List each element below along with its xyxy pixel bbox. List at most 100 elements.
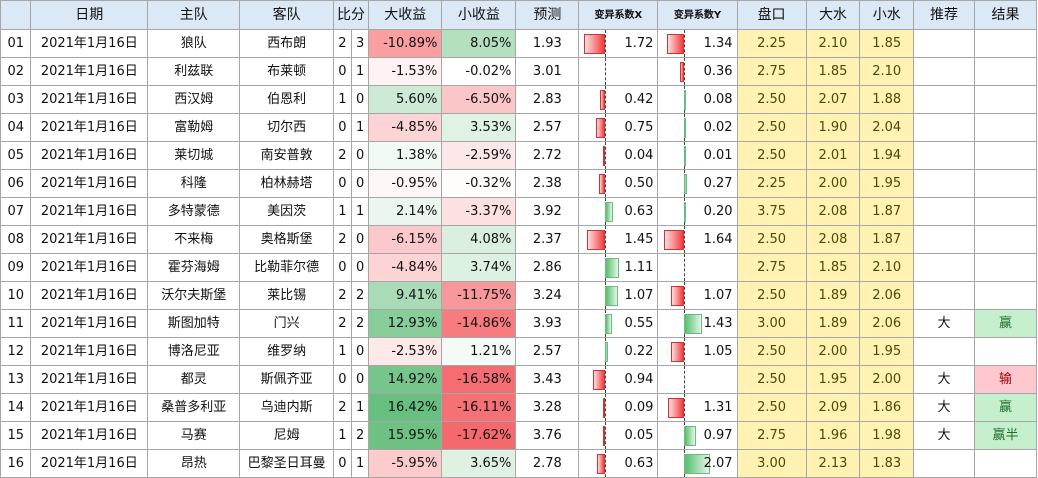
small-return: 3.74% (441, 253, 517, 282)
score-home: 0 (332, 57, 353, 86)
table-row[interactable]: 10 2021年1月16日 沃尔夫斯堡 莱比锡 2 2 9.41% -11.75% 3.24 1.… (0, 281, 1038, 310)
col-result-header[interactable]: 结果 (973, 0, 1038, 30)
cv-x-cell-value: 0.63 (624, 456, 654, 471)
bar-axis (684, 366, 686, 393)
prediction: 2.86 (515, 253, 580, 282)
col-cv-y-header[interactable]: 变异系数Y (657, 0, 738, 30)
cv-y-cell-value: 1.34 (703, 36, 733, 51)
positive-bar (684, 118, 687, 138)
col-small-water-header[interactable]: 小水 (859, 0, 915, 30)
prediction: 2.38 (515, 169, 580, 198)
away-team: 门兴 (239, 309, 334, 338)
prediction: 3.01 (515, 57, 580, 86)
col-home-header[interactable]: 主队 (147, 0, 241, 30)
table-row[interactable]: 05 2021年1月16日 莱切城 南安普敦 2 0 1.38% -2.59% 2.72 0.04… (0, 141, 1038, 170)
cv-x-cell-value: 0.22 (624, 344, 654, 359)
cv-x-cell-value: 0.75 (624, 120, 654, 135)
positive-bar (605, 202, 614, 222)
home-team: 不来梅 (147, 225, 241, 254)
table-row[interactable]: 12 2021年1月16日 博洛尼亚 维罗纳 1 0 -2.53% 1.21% 2.57 0.22… (0, 337, 1038, 366)
big-return: 15.95% (368, 421, 443, 450)
prediction: 2.83 (515, 85, 580, 114)
bar-axis (684, 226, 686, 253)
table-row[interactable]: 11 2021年1月16日 斯图加特 门兴 2 2 12.93% -14.86% 3.93 0.5… (0, 309, 1038, 338)
score-away: 1 (351, 449, 370, 478)
cv-x-cell (578, 57, 659, 86)
score-away: 1 (351, 393, 370, 422)
table-row[interactable]: 03 2021年1月16日 西汉姆 伯恩利 1 0 5.60% -6.50% 2.83 0.42 0… (0, 85, 1038, 114)
positive-bar (684, 202, 687, 222)
home-team: 昂热 (147, 449, 241, 478)
col-line-header[interactable]: 盘口 (736, 0, 807, 30)
cv-y-cell-value: 0.97 (703, 428, 733, 443)
cv-x-cell: 0.42 (578, 85, 659, 114)
score-away: 2 (351, 281, 370, 310)
handicap-line: 2.50 (736, 141, 807, 170)
col-small-return-header[interactable]: 小收益 (441, 0, 517, 30)
col-big-return-header[interactable]: 大收益 (368, 0, 443, 30)
score-home: 0 (332, 253, 353, 282)
score-home: 2 (332, 225, 353, 254)
col-date-header[interactable]: 日期 (30, 0, 149, 30)
result-badge (973, 225, 1038, 254)
big-water: 2.10 (805, 29, 861, 58)
table-row[interactable]: 02 2021年1月16日 利兹联 布莱顿 0 1 -1.53% -0.02% 3.01 0.36… (0, 57, 1038, 86)
negative-bar (603, 146, 606, 166)
handicap-line: 2.25 (736, 169, 807, 198)
away-team: 奥格斯堡 (239, 225, 334, 254)
col-index-header[interactable] (0, 0, 32, 30)
table-row[interactable]: 04 2021年1月16日 富勒姆 切尔西 0 1 -4.85% 3.53% 2.57 0.75 0… (0, 113, 1038, 142)
small-return: 4.08% (441, 225, 517, 254)
table-row[interactable]: 01 2021年1月16日 狼队 西布朗 2 3 -10.89% 8.05% 1.93 1.72 1… (0, 29, 1038, 58)
result-badge: 输 (973, 365, 1038, 394)
score-away: 0 (351, 141, 370, 170)
table-row[interactable]: 16 2021年1月16日 昂热 巴黎圣日耳曼 0 1 -5.95% 3.65% 2.78 0.6… (0, 449, 1038, 478)
cv-y-cell-value: 0.36 (703, 64, 733, 79)
row-index: 03 (0, 85, 32, 114)
col-recommend-header[interactable]: 推荐 (913, 0, 975, 30)
col-cv-x-header[interactable]: 变异系数X (578, 0, 659, 30)
cv-x-cell-value: 1.45 (624, 232, 654, 247)
col-prediction-header[interactable]: 预测 (515, 0, 580, 30)
prediction: 2.37 (515, 225, 580, 254)
handicap-line: 2.50 (736, 393, 807, 422)
big-return: -4.85% (368, 113, 443, 142)
cv-x-cell: 0.50 (578, 169, 659, 198)
small-return: -0.32% (441, 169, 517, 198)
prediction: 2.57 (515, 337, 580, 366)
cv-x-cell: 1.45 (578, 225, 659, 254)
score-away: 0 (351, 85, 370, 114)
cv-x-cell: 0.75 (578, 113, 659, 142)
negative-bar (587, 230, 606, 250)
cv-y-cell: 0.08 (657, 85, 738, 114)
table-row[interactable]: 09 2021年1月16日 霍芬海姆 比勒菲尔德 0 0 -4.84% 3.74% 2.86 1.… (0, 253, 1038, 282)
cv-x-cell-value: 0.55 (624, 316, 654, 331)
table-row[interactable]: 08 2021年1月16日 不来梅 奥格斯堡 2 0 -6.15% 4.08% 2.37 1.45… (0, 225, 1038, 254)
cv-y-cell: 1.07 (657, 281, 738, 310)
handicap-line: 2.75 (736, 57, 807, 86)
result-badge (973, 85, 1038, 114)
cv-x-cell-value: 0.05 (624, 428, 654, 443)
table-row[interactable]: 07 2021年1月16日 多特蒙德 美因茨 1 1 2.14% -3.37% 3.92 0.63… (0, 197, 1038, 226)
small-water: 2.00 (859, 365, 915, 394)
table-row[interactable]: 14 2021年1月16日 桑普多利亚 乌迪内斯 2 1 16.42% -16.11% 3.28… (0, 393, 1038, 422)
row-index: 14 (0, 393, 32, 422)
prediction: 3.24 (515, 281, 580, 310)
col-score-header[interactable]: 比分 (332, 0, 370, 30)
col-big-water-header[interactable]: 大水 (805, 0, 861, 30)
home-team: 多特蒙德 (147, 197, 241, 226)
table-row[interactable]: 06 2021年1月16日 科隆 柏林赫塔 0 0 -0.95% -0.32% 2.38 0.50… (0, 169, 1038, 198)
header-row: 日期 主队 客队 比分 大收益 小收益 预测 变异系数X 变异系数Y 盘口 大水 小水 推荐 结果 (0, 0, 1038, 30)
home-team: 都灵 (147, 365, 241, 394)
result-badge (973, 57, 1038, 86)
small-return: -16.58% (441, 365, 517, 394)
cv-y-cell: 1.31 (657, 393, 738, 422)
bar-axis (684, 30, 686, 57)
recommendation (913, 197, 975, 226)
col-away-header[interactable]: 客队 (239, 0, 334, 30)
result-badge (973, 337, 1038, 366)
table-row[interactable]: 13 2021年1月16日 都灵 斯佩齐亚 0 0 14.92% -16.58% 3.43 0.9… (0, 365, 1038, 394)
table-row[interactable]: 15 2021年1月16日 马赛 尼姆 1 2 15.95% -17.62% 3.76 0.05 0… (0, 421, 1038, 450)
row-index: 15 (0, 421, 32, 450)
